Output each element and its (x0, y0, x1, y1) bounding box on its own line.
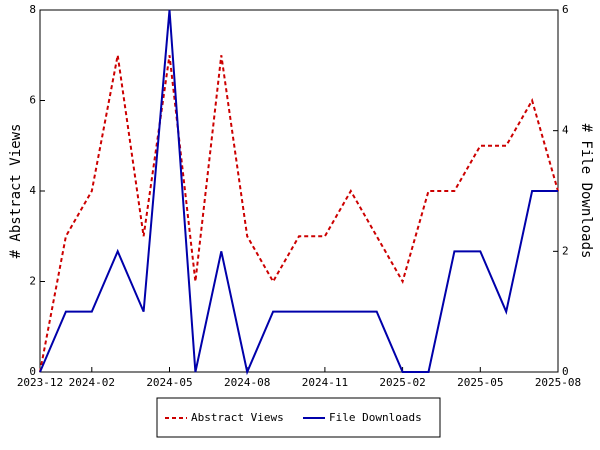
y2-tick-label: 0 (562, 365, 569, 378)
x-tick-label: 2024-08 (224, 376, 270, 389)
y-tick-label: 2 (29, 275, 36, 288)
series-line (39, 9, 558, 376)
y-tick-label: 4 (29, 184, 36, 197)
legend (156, 397, 441, 438)
x-tick-label: 2024-11 (302, 376, 348, 389)
legend-label: File Downloads (329, 411, 422, 424)
plot-frame (39, 9, 559, 373)
legend-label: Abstract Views (191, 411, 284, 424)
x-tick-label: 2024-05 (146, 376, 192, 389)
y-tick-label: 6 (29, 94, 36, 107)
y2-tick-label: 4 (562, 124, 569, 137)
x-tick-label: 2025-02 (379, 376, 425, 389)
x-tick-label: 2025-05 (457, 376, 503, 389)
y2-tick-label: 6 (562, 3, 569, 16)
x-tick-label: 2024-02 (69, 376, 115, 389)
y2-axis-title: # File Downloads (578, 124, 594, 259)
y-axis-title: # Abstract Views (8, 124, 24, 259)
y2-tick-label: 2 (562, 244, 569, 257)
y-tick-label: 8 (29, 3, 36, 16)
y-tick-label: 0 (29, 365, 36, 378)
x-tick-label: 2023-12 (17, 376, 63, 389)
x-tick-label: 2025-08 (535, 376, 581, 389)
series-line (39, 55, 559, 373)
